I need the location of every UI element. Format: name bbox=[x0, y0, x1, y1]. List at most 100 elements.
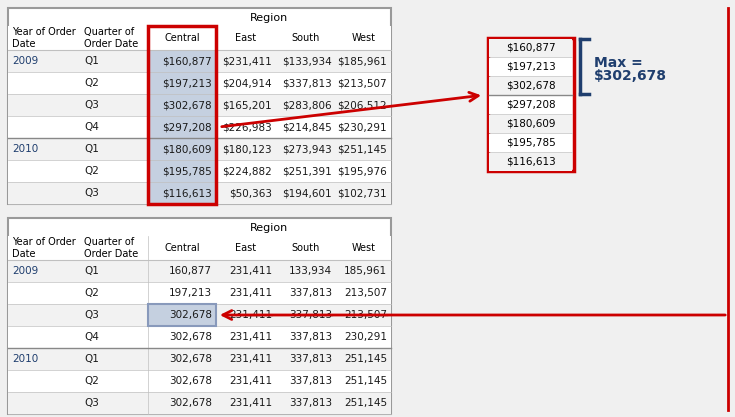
Bar bbox=[148, 72, 216, 94]
Text: 302,678: 302,678 bbox=[169, 398, 212, 408]
Bar bbox=[148, 94, 216, 116]
Text: $337,813: $337,813 bbox=[282, 78, 332, 88]
Text: $231,411: $231,411 bbox=[222, 56, 272, 66]
Bar bbox=[276, 160, 336, 182]
Bar bbox=[80, 94, 148, 116]
Bar bbox=[148, 304, 216, 326]
Bar bbox=[8, 94, 80, 116]
Bar bbox=[80, 392, 148, 414]
Bar bbox=[276, 94, 336, 116]
Bar bbox=[8, 282, 80, 304]
Bar bbox=[148, 116, 216, 138]
Text: Q1: Q1 bbox=[84, 56, 99, 66]
Text: East: East bbox=[235, 33, 257, 43]
Bar bbox=[490, 58, 573, 75]
Bar bbox=[80, 260, 148, 282]
Text: $180,123: $180,123 bbox=[223, 144, 272, 154]
Text: 231,411: 231,411 bbox=[229, 310, 272, 320]
Text: 133,934: 133,934 bbox=[289, 266, 332, 276]
Bar bbox=[80, 236, 148, 260]
Bar bbox=[8, 260, 80, 282]
Text: $180,609: $180,609 bbox=[162, 144, 212, 154]
Bar bbox=[490, 38, 573, 56]
Text: $116,613: $116,613 bbox=[162, 188, 212, 198]
Text: 302,678: 302,678 bbox=[169, 310, 212, 320]
Bar bbox=[148, 304, 216, 326]
Text: $195,785: $195,785 bbox=[506, 138, 556, 148]
Bar bbox=[216, 282, 276, 304]
Text: $283,806: $283,806 bbox=[282, 100, 332, 110]
Text: 230,291: 230,291 bbox=[344, 332, 387, 342]
Text: 213,507: 213,507 bbox=[344, 288, 387, 298]
Text: Quarter of
Order Date: Quarter of Order Date bbox=[84, 237, 138, 259]
Bar bbox=[336, 138, 391, 160]
Text: $160,877: $160,877 bbox=[506, 43, 556, 53]
Text: 251,145: 251,145 bbox=[344, 354, 387, 364]
Bar bbox=[336, 260, 391, 282]
Text: $195,785: $195,785 bbox=[162, 166, 212, 176]
Text: $302,678: $302,678 bbox=[594, 68, 667, 83]
Bar bbox=[276, 370, 336, 392]
Bar bbox=[148, 348, 216, 370]
Bar bbox=[276, 236, 336, 260]
Text: Q1: Q1 bbox=[84, 144, 99, 154]
Bar bbox=[276, 392, 336, 414]
Text: 2009: 2009 bbox=[12, 266, 38, 276]
Text: Central: Central bbox=[164, 243, 200, 253]
Bar bbox=[148, 26, 216, 204]
Text: 302,678: 302,678 bbox=[169, 310, 212, 320]
Text: Central: Central bbox=[164, 33, 200, 43]
Bar bbox=[276, 116, 336, 138]
Text: 231,411: 231,411 bbox=[229, 288, 272, 298]
Text: Q2: Q2 bbox=[84, 376, 99, 386]
Bar bbox=[216, 160, 276, 182]
Text: 302,678: 302,678 bbox=[169, 354, 212, 364]
Bar bbox=[8, 218, 391, 414]
Text: 2010: 2010 bbox=[12, 354, 38, 364]
Bar bbox=[336, 370, 391, 392]
Bar bbox=[276, 260, 336, 282]
Bar bbox=[8, 160, 80, 182]
Bar bbox=[216, 116, 276, 138]
Text: Q3: Q3 bbox=[84, 398, 99, 408]
Text: East: East bbox=[235, 243, 257, 253]
Bar bbox=[490, 76, 573, 95]
Text: 213,507: 213,507 bbox=[344, 310, 387, 320]
Bar bbox=[8, 370, 80, 392]
Text: $197,213: $197,213 bbox=[506, 61, 556, 71]
Bar bbox=[148, 50, 216, 72]
Bar bbox=[80, 282, 148, 304]
Bar bbox=[490, 133, 573, 151]
Text: Quarter of
Order Date: Quarter of Order Date bbox=[84, 27, 138, 49]
Bar bbox=[276, 26, 336, 50]
Text: $273,943: $273,943 bbox=[282, 144, 332, 154]
Bar bbox=[216, 392, 276, 414]
Text: Year of Order
Date: Year of Order Date bbox=[12, 237, 76, 259]
Bar bbox=[148, 182, 216, 204]
Text: $251,391: $251,391 bbox=[282, 166, 332, 176]
Text: West: West bbox=[351, 33, 376, 43]
Bar bbox=[336, 282, 391, 304]
Bar bbox=[8, 8, 391, 204]
Bar bbox=[336, 26, 391, 50]
Text: $224,882: $224,882 bbox=[222, 166, 272, 176]
Text: $297,208: $297,208 bbox=[162, 122, 212, 132]
Bar bbox=[80, 72, 148, 94]
Bar bbox=[80, 138, 148, 160]
Text: 302,678: 302,678 bbox=[169, 332, 212, 342]
Bar bbox=[216, 72, 276, 94]
Bar bbox=[216, 326, 276, 348]
Bar bbox=[148, 260, 216, 282]
Bar bbox=[490, 153, 573, 171]
Text: 337,813: 337,813 bbox=[289, 332, 332, 342]
Text: $160,877: $160,877 bbox=[162, 56, 212, 66]
Text: 2010: 2010 bbox=[12, 144, 38, 154]
Bar bbox=[216, 260, 276, 282]
Text: 251,145: 251,145 bbox=[344, 376, 387, 386]
Bar bbox=[216, 370, 276, 392]
Text: 337,813: 337,813 bbox=[289, 398, 332, 408]
Text: 197,213: 197,213 bbox=[169, 288, 212, 298]
Bar bbox=[8, 348, 80, 370]
Text: South: South bbox=[292, 243, 320, 253]
Text: Q3: Q3 bbox=[84, 100, 99, 110]
